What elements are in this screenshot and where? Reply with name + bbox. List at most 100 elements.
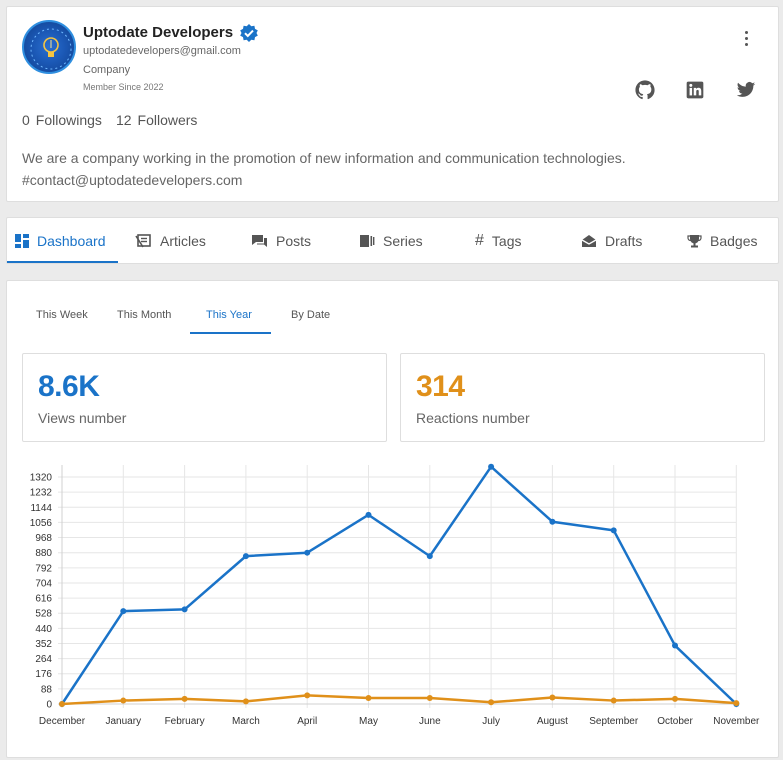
profile-type: Company	[83, 64, 131, 76]
y-tick-label: 1056	[30, 518, 53, 529]
x-tick-label: August	[537, 716, 568, 727]
member-since: Member Since 2022	[83, 82, 164, 92]
followers-label[interactable]: Followers	[137, 112, 198, 128]
data-point-1	[242, 698, 249, 705]
y-tick-label: 88	[41, 684, 53, 695]
follow-stats: 0 Followings 12 Followers	[22, 112, 197, 128]
tab-articles[interactable]: Articles	[135, 218, 206, 264]
period-tab-year[interactable]: This Year	[206, 309, 252, 321]
data-point-0	[426, 553, 433, 560]
series-line-1	[61, 694, 737, 706]
x-tick-label: December	[39, 716, 86, 727]
y-tick-label: 792	[35, 563, 52, 574]
period-tab-month[interactable]: This Month	[117, 309, 172, 321]
verified-badge-icon	[240, 24, 258, 42]
views-stat-card: 8.6K Views number	[22, 353, 387, 442]
drafts-icon	[581, 235, 597, 247]
github-icon[interactable]	[635, 80, 655, 100]
tab-label: Drafts	[605, 233, 643, 249]
bio-line: We are a company working in the promotio…	[22, 150, 626, 166]
twitter-icon[interactable]	[736, 80, 756, 100]
data-point-0	[120, 608, 127, 615]
tab-tags[interactable]: # Tags	[475, 218, 521, 264]
tab-drafts[interactable]: Drafts	[581, 218, 642, 264]
y-tick-label: 880	[35, 548, 52, 559]
reactions-value: 314	[416, 370, 465, 403]
data-point-1	[365, 694, 372, 701]
x-tick-label: October	[657, 716, 693, 727]
lightbulb-logo-icon	[30, 28, 72, 70]
linkedin-icon[interactable]	[685, 80, 705, 100]
avatar[interactable]	[22, 20, 76, 74]
data-point-0	[304, 549, 311, 556]
followings-label[interactable]: Followings	[35, 112, 102, 128]
profile-email: uptodatedevelopers@gmail.com	[83, 45, 241, 57]
x-tick-label: September	[589, 716, 639, 727]
tab-dashboard[interactable]: Dashboard	[15, 218, 106, 264]
tab-label: Articles	[160, 233, 206, 249]
tab-series[interactable]: Series	[359, 218, 423, 264]
views-value: 8.6K	[38, 370, 100, 403]
tab-label: Tags	[491, 233, 522, 249]
profile-tabs: Dashboard Articles Posts Series # Tags D…	[6, 217, 779, 264]
data-point-1	[610, 697, 617, 704]
data-point-1	[733, 700, 740, 707]
y-tick-label: 264	[35, 654, 52, 665]
data-point-0	[181, 606, 188, 613]
tab-label: Posts	[276, 233, 312, 249]
data-point-0	[488, 463, 495, 470]
y-tick-label: 968	[35, 533, 52, 544]
x-tick-label: March	[232, 716, 260, 727]
x-tick-label: May	[359, 716, 378, 727]
dashboard-icon	[15, 234, 29, 248]
x-tick-label: June	[419, 716, 441, 727]
data-point-1	[488, 699, 495, 706]
hash-icon: #	[475, 232, 484, 249]
reactions-stat-card: 314 Reactions number	[400, 353, 765, 442]
active-tab-indicator	[7, 261, 118, 263]
tab-posts[interactable]: Posts	[251, 218, 311, 264]
x-tick-label: July	[482, 716, 500, 727]
profile-card: Uptodate Developers uptodatedevelopers@g…	[6, 6, 779, 202]
x-tick-label: November	[713, 716, 760, 727]
data-point-1	[59, 701, 65, 707]
data-point-1	[304, 692, 311, 699]
y-tick-label: 616	[35, 594, 52, 605]
data-point-0	[365, 511, 372, 518]
y-tick-label: 176	[35, 669, 52, 680]
x-tick-label: January	[106, 716, 142, 727]
data-point-1	[672, 695, 678, 702]
data-point-0	[549, 518, 556, 525]
y-tick-label: 1320	[30, 473, 53, 484]
x-tick-label: April	[297, 716, 317, 727]
data-point-1	[549, 694, 556, 701]
chat-icon	[252, 235, 267, 247]
data-point-1	[181, 695, 188, 702]
series-icon	[360, 235, 375, 247]
x-tick-label: February	[165, 716, 205, 727]
views-reactions-line-chart: 0 88 176 264 352 440 528 616 704 792 880 968 1056 114…	[30, 463, 760, 727]
bio-contact: #contact@uptodatedevelopers.com	[22, 172, 243, 188]
profile-name: Uptodate Developers	[83, 24, 234, 41]
more-options-icon[interactable]	[740, 31, 752, 49]
followers-count: 12	[115, 112, 132, 128]
y-tick-label: 440	[35, 624, 52, 635]
data-point-0	[610, 527, 617, 534]
y-tick-label: 1232	[30, 488, 53, 499]
tab-badges[interactable]: Badges	[687, 218, 757, 264]
profile-bio: We are a company working in the promotio…	[22, 147, 762, 191]
period-tab-by-date[interactable]: By Date	[291, 309, 331, 321]
period-tab-week[interactable]: This Week	[36, 309, 88, 321]
data-point-1	[120, 697, 127, 704]
reactions-label: Reactions number	[416, 410, 530, 426]
data-point-0	[672, 642, 678, 649]
data-point-0	[242, 553, 249, 560]
dashboard-panel: This Week This Month This Year By Date 8…	[6, 280, 779, 758]
active-period-indicator	[190, 332, 271, 334]
y-tick-label: 528	[35, 609, 52, 620]
y-tick-label: 704	[35, 578, 52, 589]
y-tick-label: 352	[35, 639, 52, 650]
y-tick-label: 1144	[30, 503, 52, 514]
data-point-1	[426, 694, 433, 701]
tab-label: Dashboard	[37, 233, 106, 249]
